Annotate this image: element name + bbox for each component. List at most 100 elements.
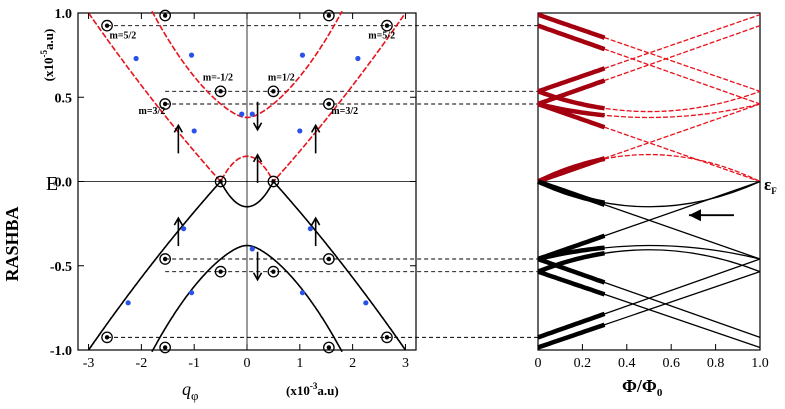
- blue-point-4: [239, 111, 245, 117]
- left-x-tick-label-2: -1: [188, 356, 200, 371]
- left-y-tick-label-1: -0.5: [50, 260, 72, 275]
- y-unit-exponent: -5: [39, 49, 49, 57]
- right-black-curve-occupied-1: [537, 179, 606, 207]
- circled-point-dot-4: [218, 89, 223, 94]
- left-y-tick-label-2: 0.0: [55, 176, 73, 191]
- left-curve-0: [151, 10, 343, 119]
- blue-point-11: [363, 300, 369, 306]
- spin-arrows: [173, 101, 321, 282]
- circled-point-17: [323, 341, 335, 354]
- left-x-tick-label-5: 2: [349, 356, 356, 371]
- fermi-level-label: εF: [764, 175, 777, 196]
- circled-point-6: [159, 98, 171, 110]
- spin-arrow-head-3: [252, 122, 263, 132]
- left-curve-1: [87, 12, 407, 183]
- x-unit-prefix: (x10: [286, 383, 310, 398]
- blue-point-9: [307, 226, 313, 232]
- circled-point-8: [214, 175, 227, 188]
- spin-arrow-head-1: [310, 123, 321, 133]
- dashed-guide-lines: [107, 25, 538, 338]
- right-red-curve-occupied-8: [537, 156, 606, 184]
- x-symbol-sub: φ: [191, 388, 199, 403]
- circled-point-12: [214, 265, 227, 278]
- right-red-curve-occupied-1: [537, 66, 606, 94]
- flux-ratio-label: Φ/Φ: [622, 376, 657, 396]
- blue-point-1: [299, 52, 306, 58]
- m-label-4: m=3/2: [139, 106, 166, 117]
- y-unit-suffix: a.u): [41, 29, 56, 50]
- spin-arrow-head-4: [173, 216, 184, 226]
- circled-point-dot-7: [326, 101, 332, 107]
- circled-point-dot-10: [162, 256, 168, 262]
- right-black-curve-occupied-5: [537, 269, 606, 297]
- left-x-tick-label-0: -3: [83, 356, 95, 371]
- m-label-2: m=-1/2: [203, 72, 233, 83]
- right-flux-curves: [537, 12, 761, 350]
- m-label-5: m=3/2: [331, 106, 358, 117]
- circled-point-dot-17: [326, 345, 332, 350]
- spin-arrow-head-6: [252, 272, 263, 282]
- circled-point-16: [159, 341, 171, 354]
- right-red-curve-occupied-7: [537, 101, 606, 130]
- circled-point-10: [159, 253, 171, 265]
- right-black-curve-occupied-4: [537, 245, 605, 262]
- circled-point-1: [323, 9, 335, 22]
- y-unit-prefix: (x10: [41, 57, 56, 81]
- right-red-curve-occupied-3: [537, 78, 606, 107]
- x-unit-suffix: a.u): [317, 383, 338, 398]
- circled-point-dot-13: [271, 269, 276, 274]
- circled-point-3: [381, 19, 393, 32]
- circled-point-dot-1: [326, 13, 332, 18]
- circled-point-15: [381, 331, 393, 344]
- circled-point-dot-3: [384, 23, 390, 28]
- blue-point-3: [355, 55, 361, 62]
- right-x-tick-label-3: 0.6: [662, 356, 680, 371]
- fermi-epsilon: ε: [764, 175, 771, 194]
- x-unit-exponent: -3: [310, 381, 318, 391]
- left-axis-ticks: -3 -2 -1 0 1 2 3 -1.0 -0.5 0.0 0.5 1.0: [50, 7, 416, 371]
- circled-point-9: [267, 175, 280, 188]
- y-axis-unit: (x10-5a.u): [39, 29, 56, 82]
- m-label-3: m=1/2: [268, 72, 295, 83]
- right-black-curve-occupied-7: [537, 256, 606, 285]
- blue-point-6: [191, 128, 197, 134]
- left-curve-2: [151, 244, 343, 353]
- blue-point-7: [297, 128, 303, 134]
- fermi-sub: F: [771, 186, 777, 196]
- left-y-tick-label-0: -1.0: [50, 344, 72, 359]
- right-x-tick-label-2: 0.4: [618, 356, 636, 371]
- right-black-curve-occupied-3: [537, 250, 606, 274]
- m-label-1: m=5/2: [368, 30, 395, 41]
- spin-arrow-head-5: [310, 216, 321, 226]
- flux-ratio-sub: 0: [657, 387, 663, 399]
- left-y-tick-label-3: 0.5: [55, 91, 73, 106]
- left-x-tick-label-4: 1: [296, 356, 303, 371]
- right-x-axis-title: Φ/Φ0: [622, 376, 663, 399]
- left-curve-3: [87, 180, 407, 351]
- right-x-tick-label-0: 0: [535, 356, 542, 371]
- left-x-tick-label-6: 3: [402, 356, 409, 371]
- blue-point-12: [299, 290, 306, 296]
- y-axis-symbol-e: E: [46, 173, 58, 195]
- circled-point-11: [323, 253, 335, 265]
- circled-point-dot-15: [384, 335, 390, 340]
- blue-point-8: [181, 226, 187, 232]
- right-red-curve-occupied-2: [537, 23, 606, 52]
- circled-point-4: [214, 85, 227, 98]
- circled-point-dot-0: [162, 13, 168, 18]
- circled-point-dot-14: [104, 335, 110, 340]
- circled-point-5: [267, 85, 280, 98]
- circled-point-dot-11: [326, 256, 332, 262]
- right-axis-ticks: 0 0.2 0.4 0.6 0.8 1.0: [535, 344, 769, 371]
- spin-arrow-head-2: [252, 153, 263, 163]
- circled-point-7: [323, 98, 335, 110]
- right-black-curve-occupied-6: [537, 322, 606, 350]
- circled-point-13: [267, 265, 280, 278]
- y-axis-title-rashba: RASHBA: [2, 206, 22, 281]
- blue-point-13: [188, 290, 195, 296]
- flux-arrow-head: [688, 209, 701, 222]
- flux-direction-arrow: [688, 209, 734, 222]
- circled-point-0: [159, 9, 171, 22]
- left-x-tick-label-3: 0: [244, 356, 251, 371]
- circled-point-dot-8: [218, 179, 223, 184]
